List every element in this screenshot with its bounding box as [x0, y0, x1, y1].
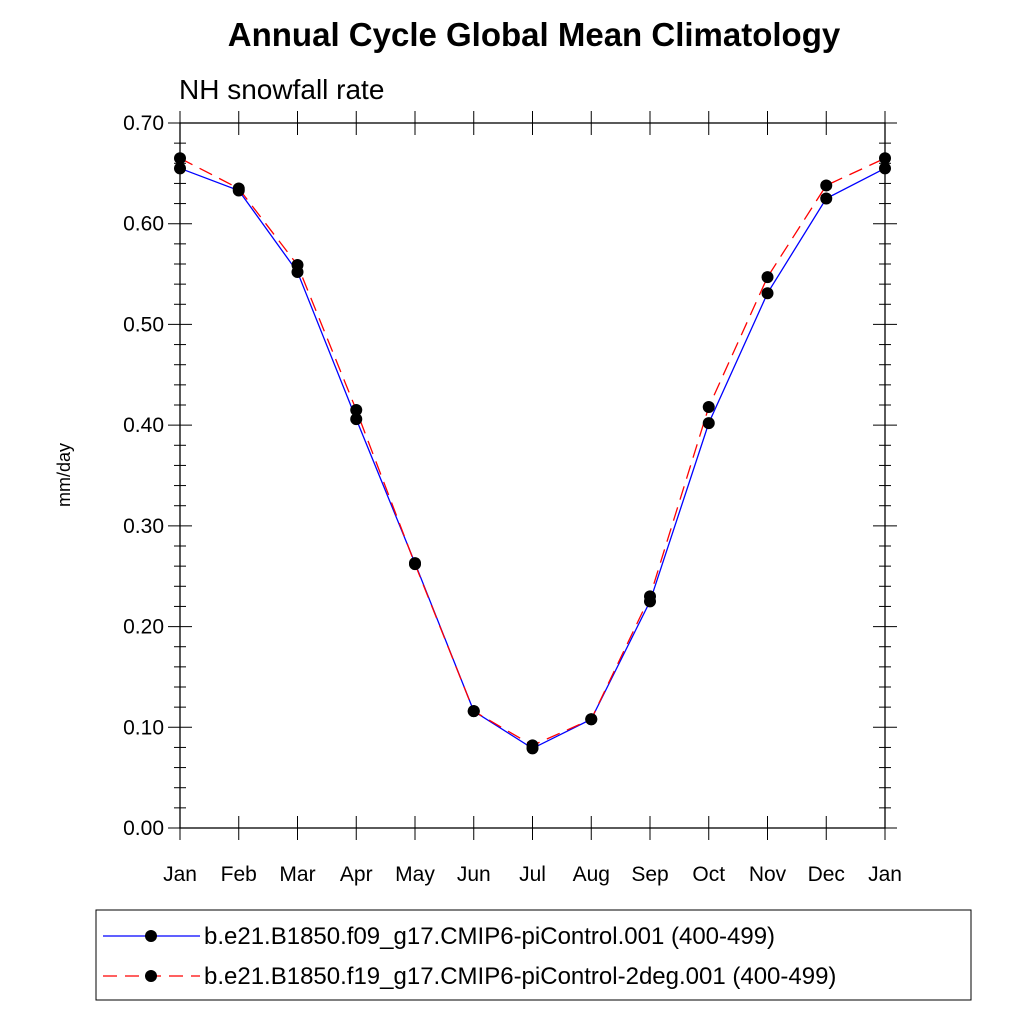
- series-layer: [174, 152, 891, 755]
- x-tick-label: Aug: [573, 863, 610, 886]
- x-tick-label: Jan: [163, 863, 197, 886]
- chart-subtitle: NH snowfall rate: [179, 74, 384, 105]
- y-tick-label: 0.30: [123, 515, 164, 538]
- series-1-line: [179, 167, 886, 750]
- series-2-line: [179, 157, 886, 747]
- axis-ticks: 0.00 0.10 0.20 0.30 0.40 0.50 0.60 0.70 Jan Feb Ma…: [123, 111, 902, 886]
- chart-title: Annual Cycle Global Mean Climatology: [228, 16, 841, 53]
- x-tick-label: Jan: [868, 863, 902, 886]
- y-tick-label: 0.20: [123, 616, 164, 639]
- x-tick-label: Oct: [692, 863, 725, 886]
- series-2-point: [350, 404, 363, 417]
- series-2-point: [232, 182, 245, 195]
- legend-swatch-marker-1: [145, 930, 157, 942]
- series-2-point: [761, 271, 774, 284]
- series-2-point: [702, 401, 715, 414]
- x-tick-label: May: [395, 863, 435, 886]
- series-2-point: [291, 259, 304, 272]
- y-tick-label: 0.50: [123, 313, 164, 336]
- x-tick-label: Sep: [631, 863, 668, 886]
- series-2-point: [585, 713, 598, 726]
- x-tick-label: Mar: [279, 863, 315, 886]
- x-tick-label: Feb: [221, 863, 257, 886]
- series-2-point: [820, 179, 833, 192]
- series-2-point: [879, 152, 891, 165]
- plot-frame: [179, 122, 886, 829]
- series-2-point: [467, 705, 480, 718]
- series-1-point: [174, 162, 186, 175]
- y-tick-label: 0.40: [123, 414, 164, 437]
- legend-swatch-marker-2: [145, 970, 157, 982]
- legend-label-2: b.e21.B1850.f19_g17.CMIP6-piControl-2deg…: [204, 963, 836, 990]
- y-tick-label: 0.60: [123, 213, 164, 236]
- y-tick-label: 0.00: [123, 817, 164, 840]
- series-1-point: [820, 192, 833, 205]
- y-tick-label: 0.10: [123, 716, 164, 739]
- x-tick-label: Nov: [749, 863, 787, 886]
- legend-box: [95, 909, 972, 1001]
- x-tick-label: Jun: [457, 863, 491, 886]
- y-axis-label: mm/day: [54, 443, 74, 507]
- legend: b.e21.B1850.f09_g17.CMIP6-piControl.001 …: [103, 923, 836, 990]
- series-2-point: [174, 152, 186, 165]
- series-1-point: [761, 287, 774, 300]
- x-tick-label: Apr: [340, 863, 373, 886]
- series-1-point: [702, 417, 715, 430]
- y-tick-label: 0.70: [123, 112, 164, 135]
- series-2-point: [526, 739, 539, 752]
- x-tick-label: Dec: [808, 863, 845, 886]
- legend-label-1: b.e21.B1850.f09_g17.CMIP6-piControl.001 …: [204, 923, 775, 950]
- series-2-point: [644, 590, 656, 603]
- series-2-point: [409, 558, 421, 571]
- series-1-point: [879, 162, 891, 175]
- series-1-point: [350, 413, 363, 426]
- x-tick-label: Jul: [519, 863, 546, 886]
